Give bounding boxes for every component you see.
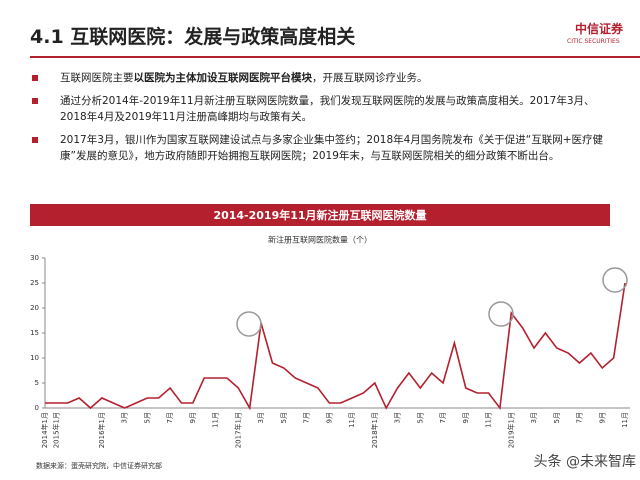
text: 通过分析2014年-2019年11月新注册互联网医院数量，我们发现互联网医院的发… (60, 95, 595, 123)
x-tick-label: 9月 (598, 412, 606, 423)
x-tick-label: 9月 (325, 412, 333, 423)
logo: 中信证券 (575, 22, 624, 36)
x-tick-label: 9月 (189, 412, 197, 423)
x-tick-label: 3月 (257, 412, 265, 423)
x-tick-label: 2018年1月 (370, 412, 379, 448)
x-tick-label: 3月 (530, 412, 538, 423)
slide-title: 4.1 互联网医院：发展与政策高度相关 (30, 26, 356, 48)
bullet: 2017年3月，银川作为国家互联网建设试点与多家企业集中签约；2018年4月国务… (30, 132, 620, 164)
x-tick-label: 7月 (166, 412, 174, 423)
y-tick-label: 30 (30, 254, 39, 262)
x-tick-label: 5月 (143, 412, 151, 423)
x-tick-label: 2015年1月 (51, 412, 60, 448)
x-tick-label: 7月 (576, 412, 584, 423)
header-rule (30, 56, 640, 58)
y-tick-label: 15 (30, 329, 39, 337)
x-tick-label: 5月 (280, 412, 288, 423)
x-tick-label: 2014年1月 (40, 412, 49, 448)
logo-en: CITIC SECURITIES (567, 38, 620, 45)
chart-title: 2014-2019年11月新注册互联网医院数量 (213, 208, 426, 222)
x-tick-label: 3月 (121, 412, 129, 423)
x-tick-label: 7月 (303, 412, 311, 423)
x-tick-label: 7月 (439, 412, 447, 423)
y-tick-label: 20 (30, 304, 39, 312)
chart-title-bar (30, 204, 610, 226)
y-tick-label: 5 (35, 379, 39, 387)
text: ，开展互联网诊疗业务。 (312, 72, 428, 84)
x-tick-label: 2019年1月 (506, 412, 515, 448)
line (45, 282, 626, 411)
source: 数据来源：蛋壳研究院，中信证券研究部 (36, 461, 162, 470)
x-tick-label: 9月 (462, 412, 470, 423)
x-tick-label: 5月 (553, 412, 561, 423)
x-tick-label: 11月 (485, 412, 493, 428)
y-tick-label: 25 (30, 279, 39, 287)
bullet: 互联网医院主要以医院为主体加设互联网医院平台模块，开展互联网诊疗业务。 (30, 70, 620, 86)
x-tick-label: 2017年1月 (233, 412, 242, 448)
y-tick-label: 0 (35, 404, 39, 412)
bullet-list: 互联网医院主要以医院为主体加设互联网医院平台模块，开展互联网诊疗业务。 通过分析… (30, 70, 620, 171)
y-tick-label: 10 (30, 354, 39, 362)
bold-text: 以医院为主体加设互联网医院平台模块 (133, 72, 313, 84)
x-tick-label: 3月 (394, 412, 402, 423)
x-tick-label: 11月 (621, 412, 629, 428)
bullet: 通过分析2014年-2019年11月新注册互联网医院数量，我们发现互联网医院的发… (30, 93, 620, 125)
x-tick-label: 2016年1月 (97, 412, 106, 448)
text: 互联网医院主要 (60, 72, 134, 84)
watermark: 头条 @未来智库 (534, 453, 636, 470)
text: 2017年3月，银川作为国家互联网建设试点与多家企业集中签约；2018年4月国务… (60, 134, 604, 162)
x-tick-label: 5月 (416, 412, 424, 423)
legend-label: 新注册互联网医院数量（个） (268, 235, 372, 245)
x-tick-label: 11月 (348, 412, 356, 428)
x-tick-label: 11月 (212, 412, 220, 428)
